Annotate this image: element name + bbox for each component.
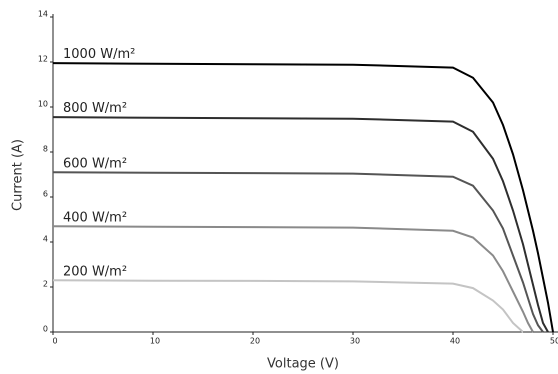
- x-tick-label: 0: [52, 337, 57, 346]
- series-line: [52, 279, 524, 333]
- series-label: 1000 W/m²: [63, 47, 135, 62]
- series-line: [52, 116, 549, 333]
- x-tick-label: 20: [250, 337, 260, 346]
- y-tick-label: 0: [43, 325, 48, 334]
- y-tick-label: 8: [43, 145, 48, 154]
- x-tick-label: 40: [450, 337, 460, 346]
- x-axis-label: Voltage (V): [267, 357, 339, 372]
- y-tick-label: 2: [43, 280, 48, 289]
- y-tick-label: 12: [38, 55, 48, 64]
- y-tick-label: 4: [43, 235, 48, 244]
- y-tick-label: 6: [43, 190, 48, 199]
- series-line: [52, 62, 554, 333]
- series-label: 600 W/m²: [63, 156, 127, 171]
- x-tick-label: 50: [550, 337, 558, 346]
- series-label: 200 W/m²: [63, 264, 127, 279]
- series-label: 400 W/m²: [63, 210, 127, 225]
- x-tick-label: 30: [350, 337, 360, 346]
- x-tick-label: 10: [150, 337, 160, 346]
- series-line: [52, 171, 544, 333]
- y-tick-label: 10: [38, 100, 48, 109]
- y-tick-label: 14: [38, 10, 48, 19]
- y-axis-label: Current (A): [11, 139, 26, 211]
- series-line: [52, 225, 534, 333]
- series-label: 800 W/m²: [63, 101, 127, 116]
